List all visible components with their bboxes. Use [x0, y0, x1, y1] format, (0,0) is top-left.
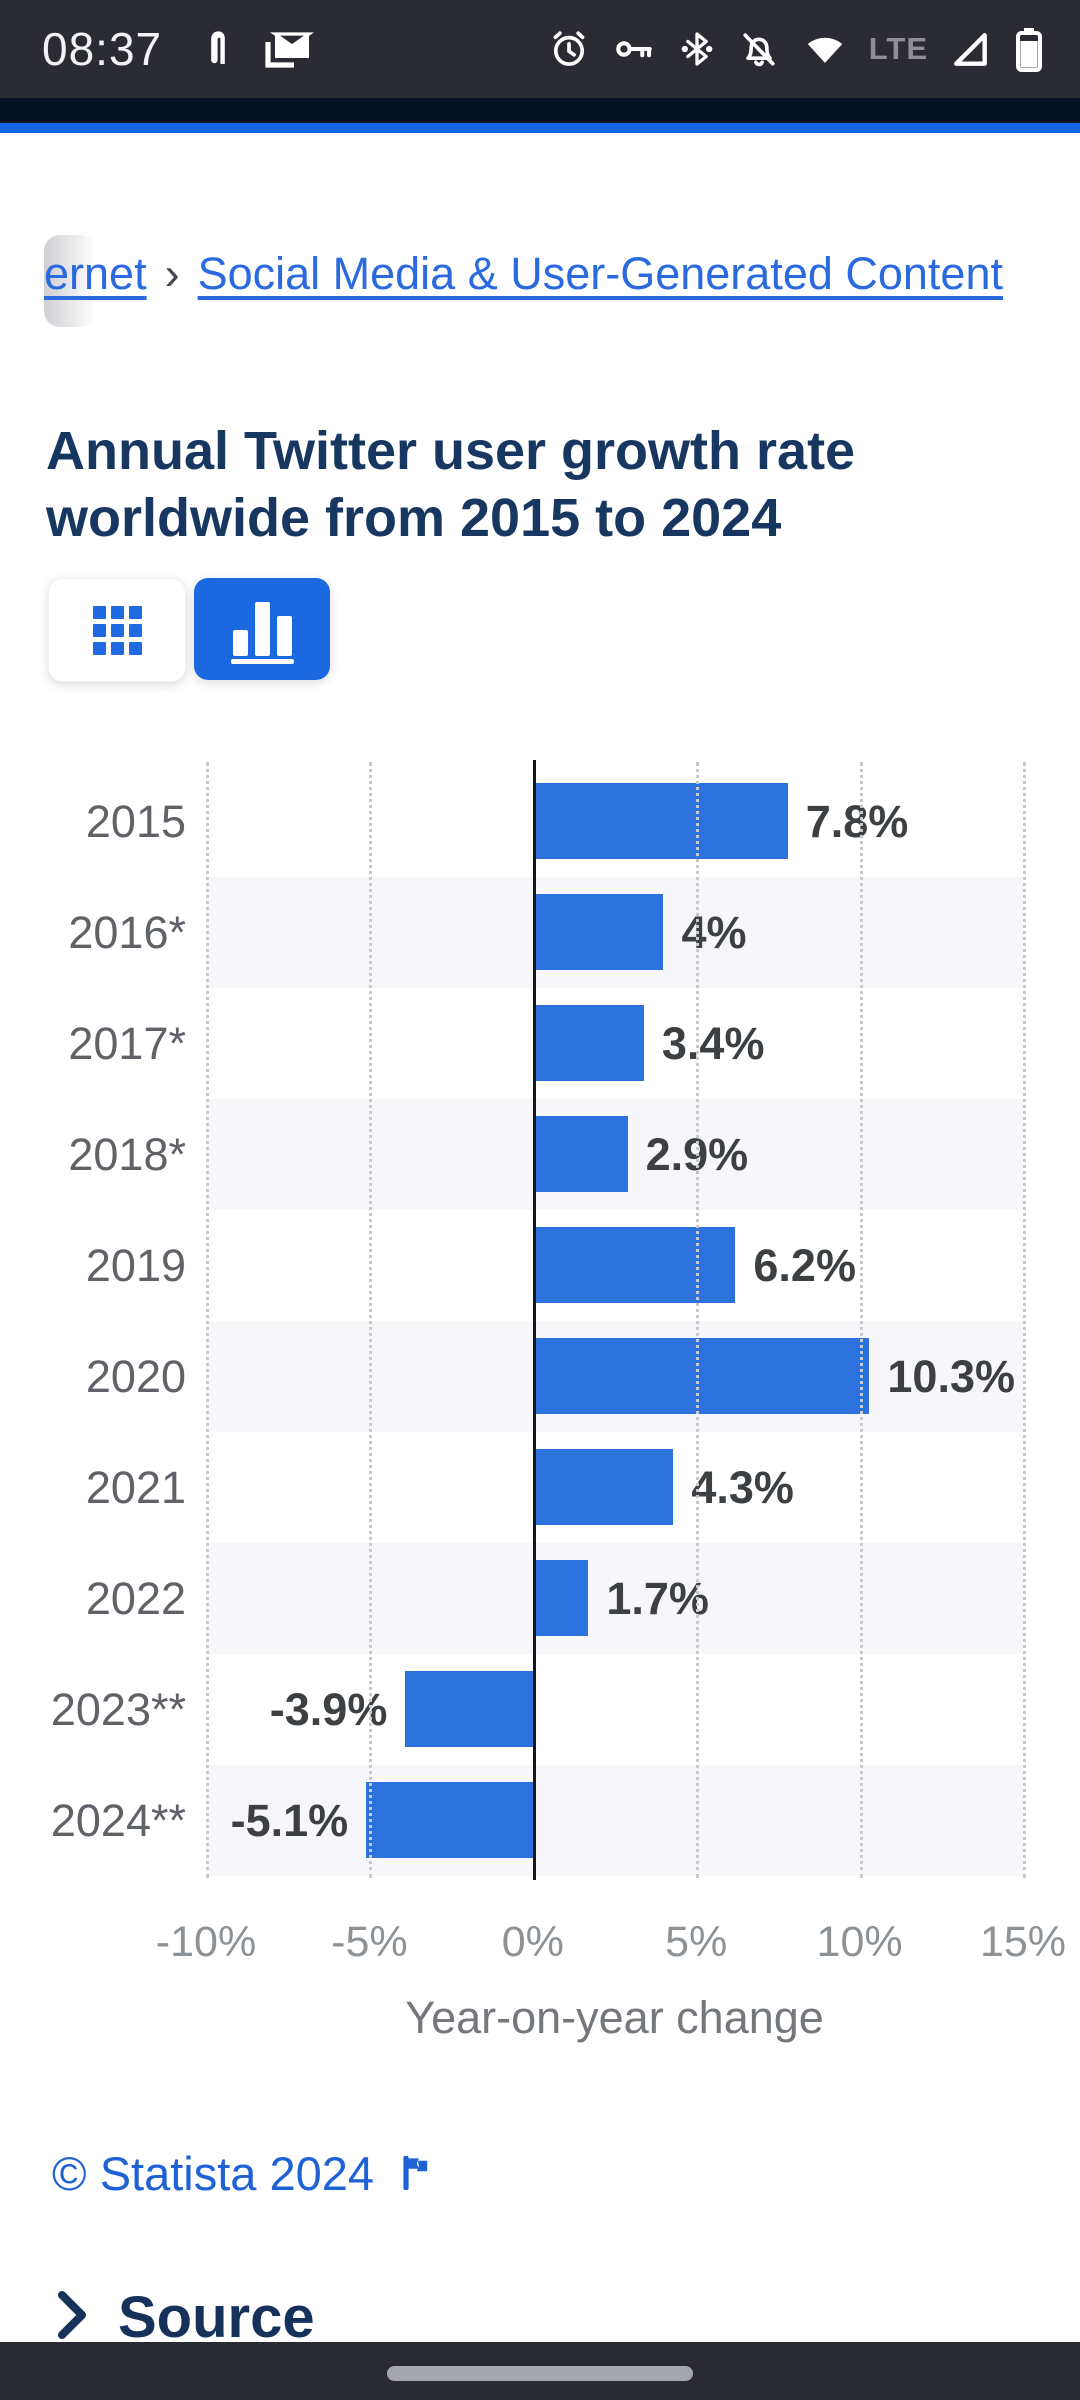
year-label-2024**: 2024** [50, 1795, 186, 1846]
bar-chart-icon [230, 594, 294, 664]
gesture-handle[interactable] [387, 2366, 693, 2381]
gridline-15% [1023, 762, 1026, 1878]
statista-copyright-link[interactable]: © Statista 2024 [52, 2146, 432, 2201]
value-label-2019: 6.2% [753, 1240, 856, 1291]
value-label-2020: 10.3% [887, 1351, 1015, 1402]
chart-y-axis-labels: 2015 2016* 2017* 2018* 2019 2020 2021 2022 2023*… [0, 766, 186, 1876]
value-label-2024**: -5.1% [230, 1795, 349, 1846]
year-label-2023**: 2023** [50, 1684, 186, 1735]
year-label-2019: 2019 [85, 1240, 186, 1291]
tick-5%: 5% [665, 1918, 728, 1966]
bar-2018*[interactable] [532, 1116, 628, 1192]
chart-row-2021: 4.3% [206, 1432, 1023, 1543]
value-label-2015: 7.8% [805, 796, 909, 847]
chart-row-2020: 10.3% [206, 1321, 1023, 1432]
tick-15%: 15% [979, 1918, 1067, 1966]
source-label: Source [118, 2285, 315, 2350]
signal-icon [948, 27, 992, 71]
chart-row-2019: 6.2% [206, 1210, 1023, 1321]
chart-x-axis-title: Year-on-year change [405, 1992, 824, 2043]
copyright-text: © Statista 2024 [52, 2147, 375, 2200]
source-accordion[interactable]: Source [52, 2284, 315, 2351]
value-label-2021: 4.3% [691, 1462, 794, 1513]
value-label-2016*: 4% [681, 907, 747, 958]
breadcrumb-separator: › [164, 248, 180, 299]
bar-2016*[interactable] [532, 894, 664, 970]
chart-row-2023**: -3.9% [206, 1654, 1023, 1765]
bar-2023**[interactable] [405, 1671, 533, 1747]
chart-row-2015: 7.8% [206, 766, 1023, 877]
breadcrumb-link-internet[interactable]: ernet [44, 248, 147, 299]
value-label-2017*: 3.4% [661, 1018, 765, 1069]
value-label-2022: 1.7% [606, 1573, 709, 1624]
collapsed-header-strip [0, 98, 1080, 123]
breadcrumb-link-social-media[interactable]: Social Media & User-Generated Content [197, 248, 1003, 299]
gridline-5% [696, 762, 700, 1878]
gesture-nav-bar [0, 2342, 1080, 2400]
header-accent-strip [0, 123, 1080, 133]
bar-2024**[interactable] [366, 1782, 533, 1858]
notifications-off-icon [737, 27, 781, 71]
tick-10%: 10% [816, 1918, 903, 1966]
chart-row-2016*: 4% [206, 877, 1023, 988]
pin-notification-icon [202, 25, 236, 73]
year-label-2018*: 2018* [68, 1129, 186, 1180]
year-label-2022: 2022 [85, 1573, 186, 1624]
bar-2015[interactable] [532, 783, 788, 859]
gridline--10% [206, 762, 209, 1878]
network-type-label: LTE [868, 31, 928, 66]
table-view-button[interactable] [48, 578, 186, 682]
year-label-2015: 2015 [85, 796, 186, 847]
year-label-2017*: 2017* [68, 1018, 186, 1069]
flag-icon [402, 2146, 432, 2201]
alarm-icon [547, 27, 591, 71]
chart-row-2018*: 2.9% [206, 1099, 1023, 1210]
chart-view-button[interactable] [194, 578, 330, 680]
value-label-2023**: -3.9% [269, 1684, 388, 1735]
gridline--5% [369, 762, 373, 1878]
bar-2021[interactable] [532, 1449, 674, 1525]
tick-0%: 0% [501, 1918, 564, 1966]
chart-row-2024**: -5.1% [206, 1765, 1023, 1876]
year-label-2016*: 2016* [68, 907, 186, 958]
battery-icon [1012, 25, 1046, 73]
bluetooth-icon [677, 27, 717, 71]
wifi-icon [801, 27, 849, 71]
zero-line [532, 760, 536, 1880]
chart-plot-area: 7.8% 4% 3.4% 2.9% 6.2% 10.3% 4.3% 1.7% -3.9% -5.1… [206, 760, 1026, 1880]
bar-2019[interactable] [532, 1227, 736, 1303]
chart-x-axis-ticks: -10% -5% 0% 5% 10% 15% [156, 1918, 1066, 1974]
gridline-10% [859, 762, 863, 1878]
breadcrumb-scroll-fade [44, 235, 96, 327]
tick--10%: -10% [155, 1918, 257, 1966]
page-title: Annual Twitter user growth rate worldwid… [46, 421, 856, 549]
status-bar: 08:37 [0, 0, 1080, 98]
tick--5%: -5% [331, 1918, 408, 1966]
chart-row-2022: 1.7% [206, 1543, 1023, 1654]
chevron-right-icon [52, 2287, 92, 2348]
vpn-key-icon [611, 27, 657, 71]
chart-row-2017*: 3.4% [206, 988, 1023, 1099]
bar-2017*[interactable] [532, 1005, 644, 1081]
bar-2020[interactable] [532, 1338, 870, 1414]
mail-icon [262, 25, 315, 73]
table-grid-icon [92, 605, 142, 655]
year-label-2020: 2020 [85, 1351, 186, 1402]
year-label-2021: 2021 [85, 1462, 186, 1513]
bar-2022[interactable] [532, 1560, 589, 1636]
clock-time: 08:37 [42, 23, 163, 75]
breadcrumb: ernet › Social Media & User-Generated Cont… [44, 248, 1054, 300]
